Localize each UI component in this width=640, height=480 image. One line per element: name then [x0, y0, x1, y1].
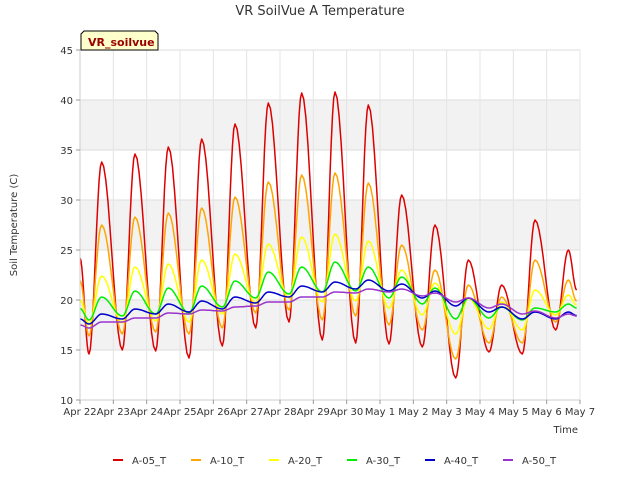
x-tick-label: Apr 26 — [197, 407, 230, 418]
chart-badge: VR_soilvue — [80, 30, 159, 51]
series-line-a-50-t — [79, 288, 577, 329]
badge-box — [80, 30, 159, 51]
legend-label: A-30_T — [366, 456, 401, 467]
x-tick-label: May 6 — [532, 407, 562, 418]
legend-label: A-05_T — [132, 456, 167, 467]
chart-title: VR SoilVue A Temperature — [235, 4, 404, 19]
series-line-a-05-t — [79, 91, 578, 379]
legend-label: A-50_T — [522, 456, 557, 467]
x-tick-label: Apr 23 — [97, 407, 130, 418]
y-tick-label: 20 — [60, 296, 73, 307]
x-tick-label: Apr 29 — [297, 407, 330, 418]
series-line-a-40-t — [79, 279, 577, 325]
legend-label: A-10_T — [210, 456, 245, 467]
x-tick-label: May 7 — [565, 407, 595, 418]
y-tick-label: 10 — [60, 396, 73, 407]
series-layer — [79, 91, 578, 379]
badge-label: VR_soilvue — [88, 36, 155, 49]
y-tick-label: 30 — [60, 196, 73, 207]
x-tick-label: Apr 28 — [263, 407, 296, 418]
series-line-a-10-t — [79, 172, 578, 360]
x-tick-label: Apr 24 — [130, 407, 163, 418]
x-tick-label: May 4 — [465, 407, 495, 418]
legend-label: A-40_T — [444, 456, 479, 467]
x-tick-label: Apr 25 — [163, 407, 196, 418]
x-tick-label: May 5 — [498, 407, 528, 418]
x-tick-label: May 1 — [365, 407, 395, 418]
x-tick-label: Apr 30 — [330, 407, 363, 418]
x-tick-label: May 2 — [398, 407, 428, 418]
legend-label: A-20_T — [288, 456, 323, 467]
x-tick-label: May 3 — [432, 407, 462, 418]
y-tick-label: 35 — [60, 146, 73, 157]
y-tick-label: 45 — [60, 46, 73, 57]
axes: 10 15 20 25 30 35 40 45 Apr 22 Apr 23 Apr 24 Apr 25… — [60, 46, 595, 418]
legend: A-05_T A-10_T A-20_T A-30_T A-40_T A-50_T — [113, 456, 557, 467]
x-tick-label: Apr 22 — [63, 407, 96, 418]
plot-band — [80, 100, 580, 150]
y-tick-label: 25 — [60, 246, 73, 257]
y-tick-label: 40 — [60, 96, 73, 107]
y-tick-label: 15 — [60, 346, 73, 357]
y-axis-label: Soil Temperature (C) — [9, 174, 20, 277]
x-axis-label: Time — [553, 425, 578, 436]
x-tick-label: Apr 27 — [230, 407, 263, 418]
